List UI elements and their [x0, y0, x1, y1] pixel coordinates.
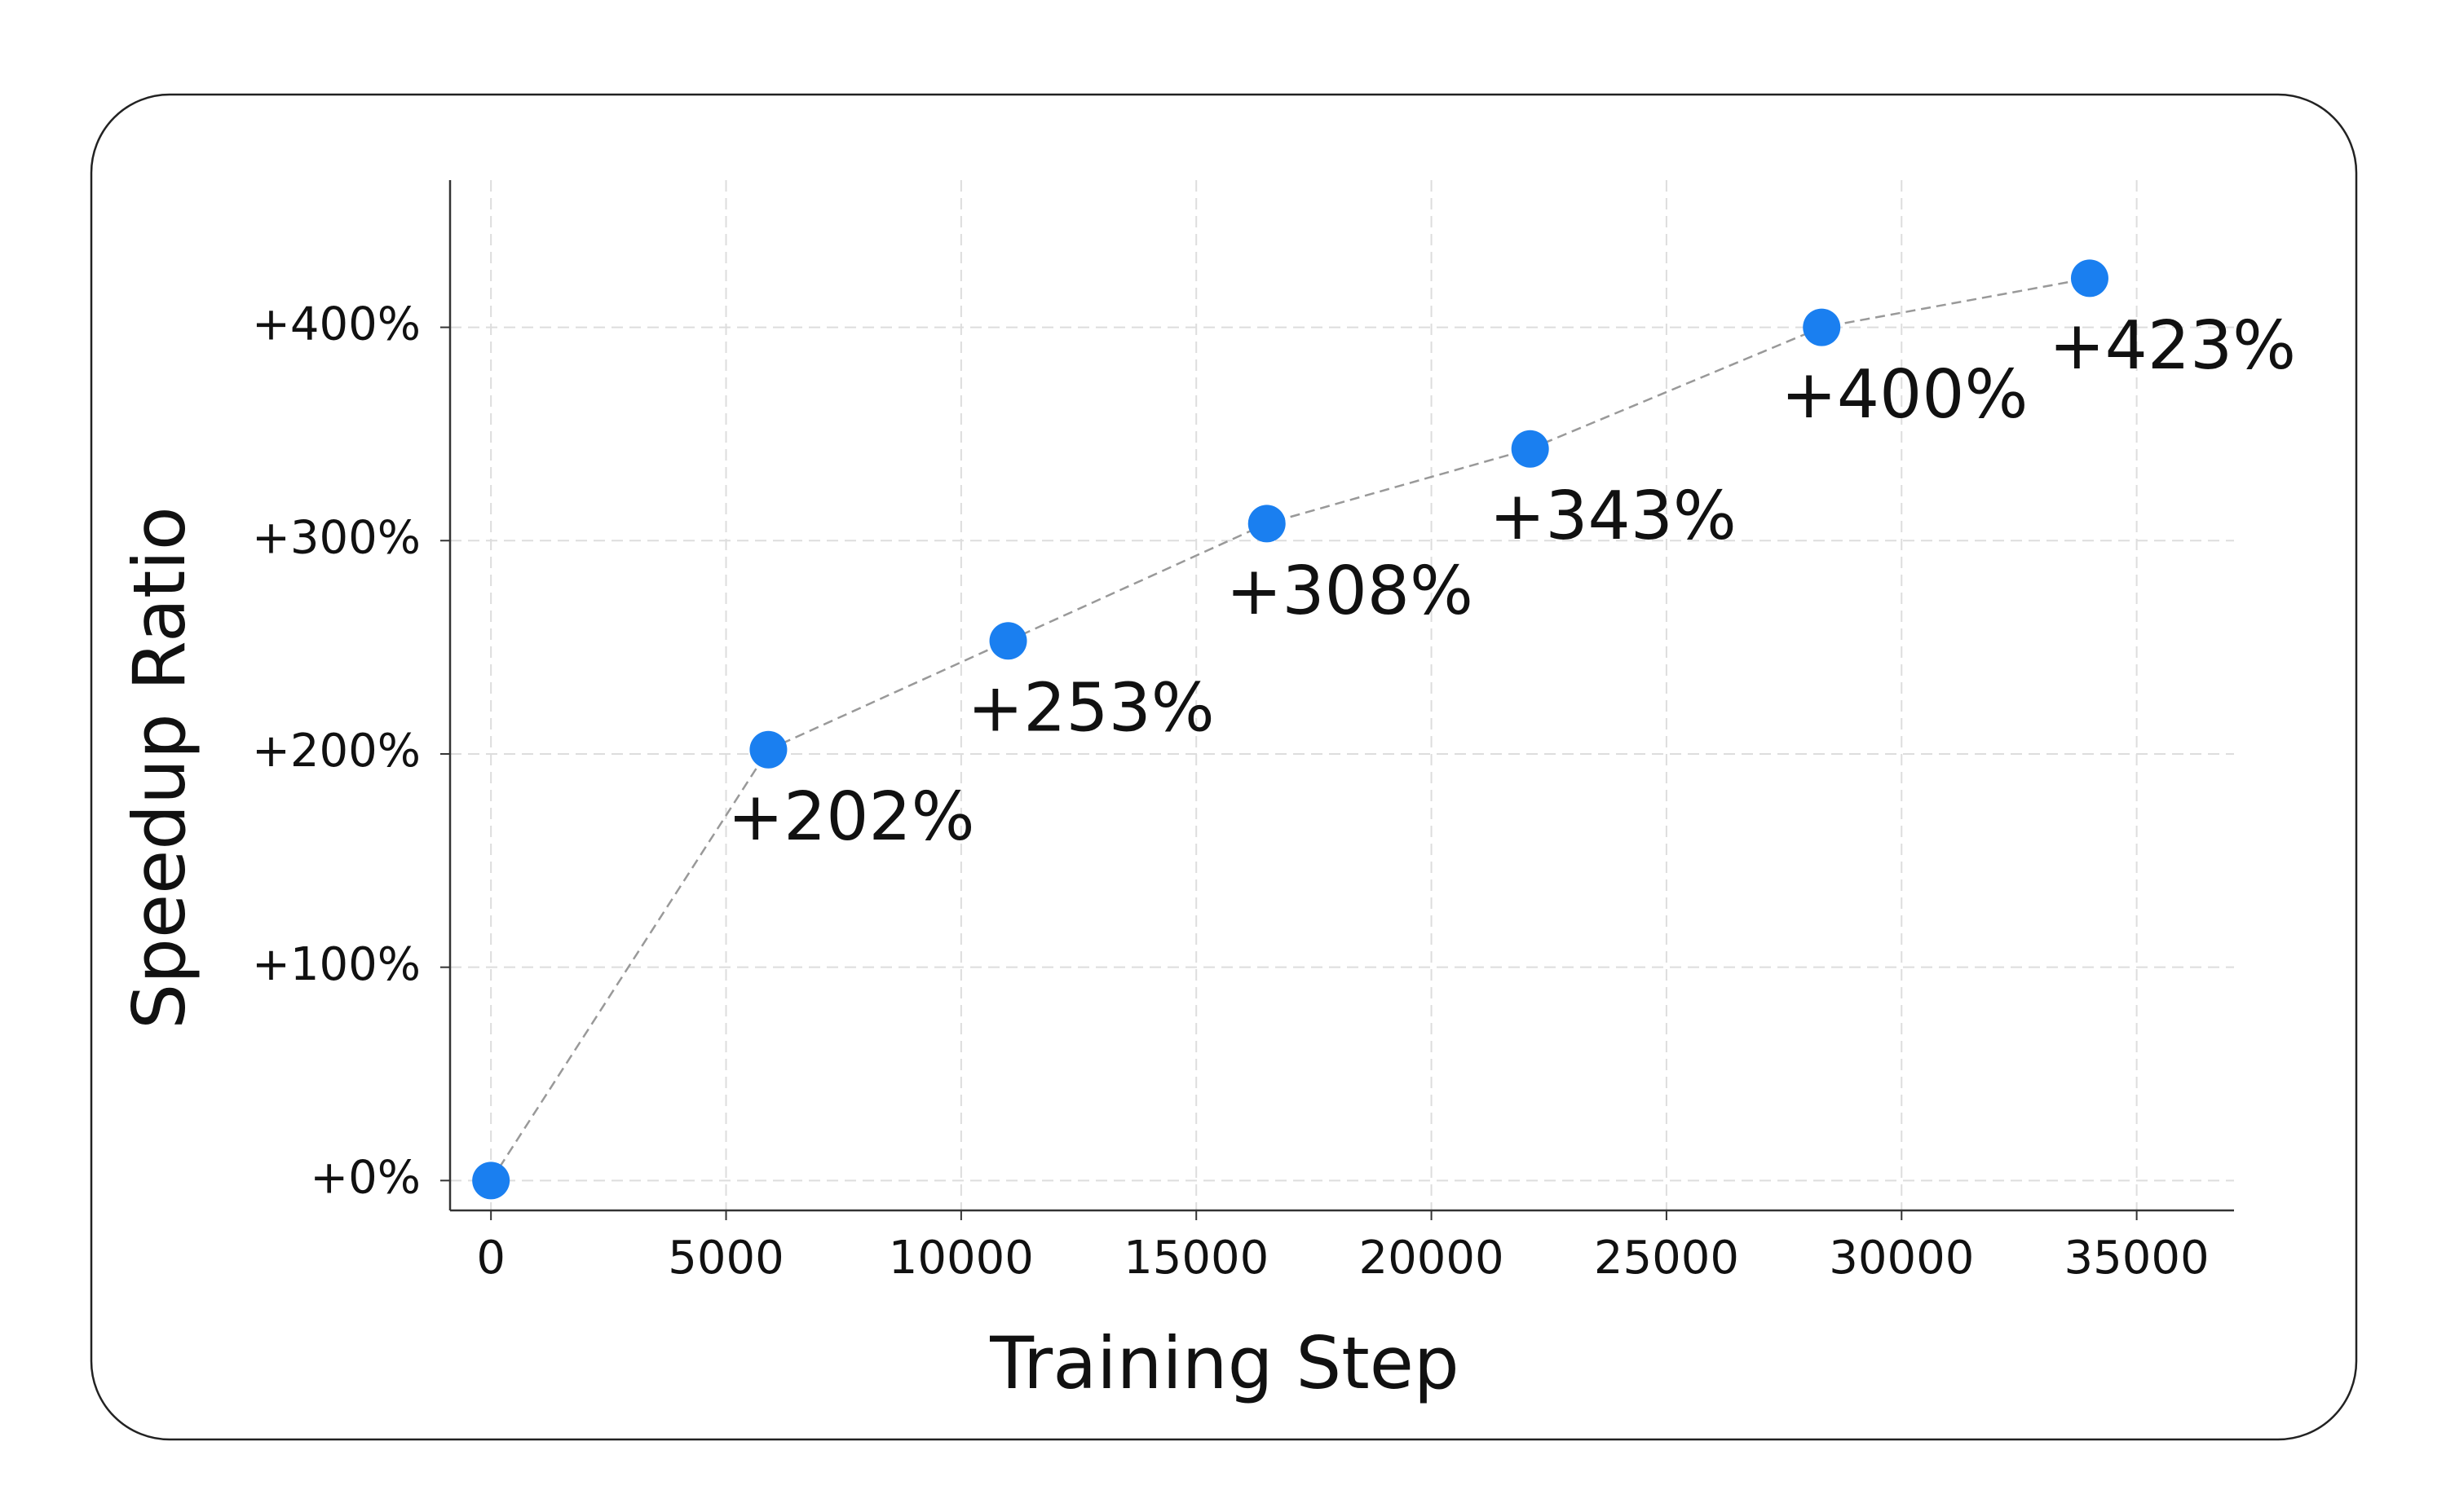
- marker: [472, 1162, 510, 1200]
- marker: [749, 730, 788, 769]
- x-tick-label: 35000: [2064, 1232, 2210, 1285]
- x-tick-label: 0: [476, 1232, 506, 1285]
- value-label: +400%: [1781, 356, 2028, 434]
- marker: [2070, 259, 2108, 298]
- y-tick-label: +300%: [252, 511, 421, 564]
- y-tick-label: +100%: [252, 938, 421, 991]
- x-tick-label: 15000: [1124, 1232, 1269, 1285]
- y-axis-label: Speedup Ratio: [117, 506, 201, 1029]
- x-axis-label: Training Step: [989, 1321, 1459, 1405]
- marker: [1247, 505, 1286, 543]
- value-label: +308%: [1226, 553, 1473, 630]
- x-tick-label: 10000: [889, 1232, 1034, 1285]
- x-tick-label: 25000: [1594, 1232, 1739, 1285]
- x-tick-label: 30000: [1829, 1232, 1974, 1285]
- value-label: +423%: [2049, 307, 2296, 385]
- card: [90, 93, 2358, 1441]
- x-tick-label: 5000: [668, 1232, 784, 1285]
- y-tick-label: +0%: [310, 1152, 421, 1205]
- x-tick-label: 20000: [1358, 1232, 1503, 1285]
- value-label: +253%: [968, 670, 1215, 747]
- marker: [1803, 308, 1841, 346]
- y-tick-label: +400%: [252, 298, 421, 351]
- marker: [989, 622, 1027, 660]
- y-tick-label: +200%: [252, 725, 421, 778]
- value-label: +202%: [727, 778, 974, 856]
- marker: [1511, 430, 1549, 468]
- value-label: +343%: [1490, 478, 1737, 555]
